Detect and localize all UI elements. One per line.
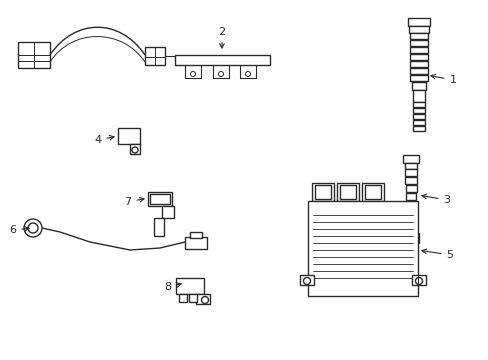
Bar xyxy=(402,233,418,243)
Bar xyxy=(405,243,415,263)
Bar xyxy=(404,169,416,176)
Bar xyxy=(361,183,383,201)
Circle shape xyxy=(201,297,208,303)
Bar xyxy=(411,275,425,285)
Circle shape xyxy=(24,219,42,237)
Bar xyxy=(336,183,358,201)
Bar xyxy=(412,90,424,102)
Bar xyxy=(412,108,424,113)
Bar xyxy=(145,47,164,65)
Bar xyxy=(179,294,186,302)
Bar xyxy=(409,33,427,39)
Bar xyxy=(411,82,425,90)
Text: 6: 6 xyxy=(9,225,29,235)
Bar xyxy=(409,47,427,53)
Bar xyxy=(196,294,209,304)
Bar xyxy=(299,275,313,285)
Bar xyxy=(184,237,206,249)
Bar xyxy=(405,185,416,192)
Bar xyxy=(404,163,416,169)
Text: 2: 2 xyxy=(218,27,225,48)
Bar xyxy=(118,128,140,144)
Text: 7: 7 xyxy=(124,197,144,207)
Bar xyxy=(190,232,202,238)
Bar xyxy=(406,225,414,232)
Text: 3: 3 xyxy=(421,194,449,205)
Bar xyxy=(409,54,427,60)
Text: 8: 8 xyxy=(164,282,181,292)
Bar xyxy=(407,18,429,26)
Bar xyxy=(406,209,415,216)
Bar xyxy=(339,185,355,199)
Bar xyxy=(409,75,427,81)
Bar xyxy=(412,126,424,131)
Bar xyxy=(405,201,415,208)
Bar xyxy=(364,185,380,199)
Bar xyxy=(406,217,415,224)
Bar xyxy=(314,185,330,199)
Bar xyxy=(408,26,428,33)
Circle shape xyxy=(415,278,422,284)
Bar xyxy=(412,114,424,119)
Circle shape xyxy=(190,72,195,77)
Text: 1: 1 xyxy=(430,75,456,85)
Bar xyxy=(154,218,163,236)
Circle shape xyxy=(303,278,310,284)
Bar xyxy=(412,102,424,107)
Circle shape xyxy=(245,72,250,77)
Bar xyxy=(189,294,197,302)
Bar xyxy=(405,177,416,184)
Bar xyxy=(175,55,269,65)
Bar xyxy=(307,201,417,296)
Bar xyxy=(405,193,415,200)
Bar xyxy=(311,183,333,201)
Text: 4: 4 xyxy=(94,135,114,145)
Bar xyxy=(162,206,174,218)
Circle shape xyxy=(218,72,223,77)
Circle shape xyxy=(132,147,138,153)
Bar xyxy=(150,194,170,204)
Bar xyxy=(409,61,427,67)
Circle shape xyxy=(28,223,38,233)
Bar xyxy=(18,42,50,68)
Bar xyxy=(130,144,140,154)
Text: 5: 5 xyxy=(421,249,452,260)
Bar xyxy=(412,120,424,125)
Bar xyxy=(402,155,418,163)
Bar xyxy=(409,40,427,46)
Bar xyxy=(148,192,172,206)
Bar xyxy=(176,278,203,294)
Bar xyxy=(409,68,427,74)
